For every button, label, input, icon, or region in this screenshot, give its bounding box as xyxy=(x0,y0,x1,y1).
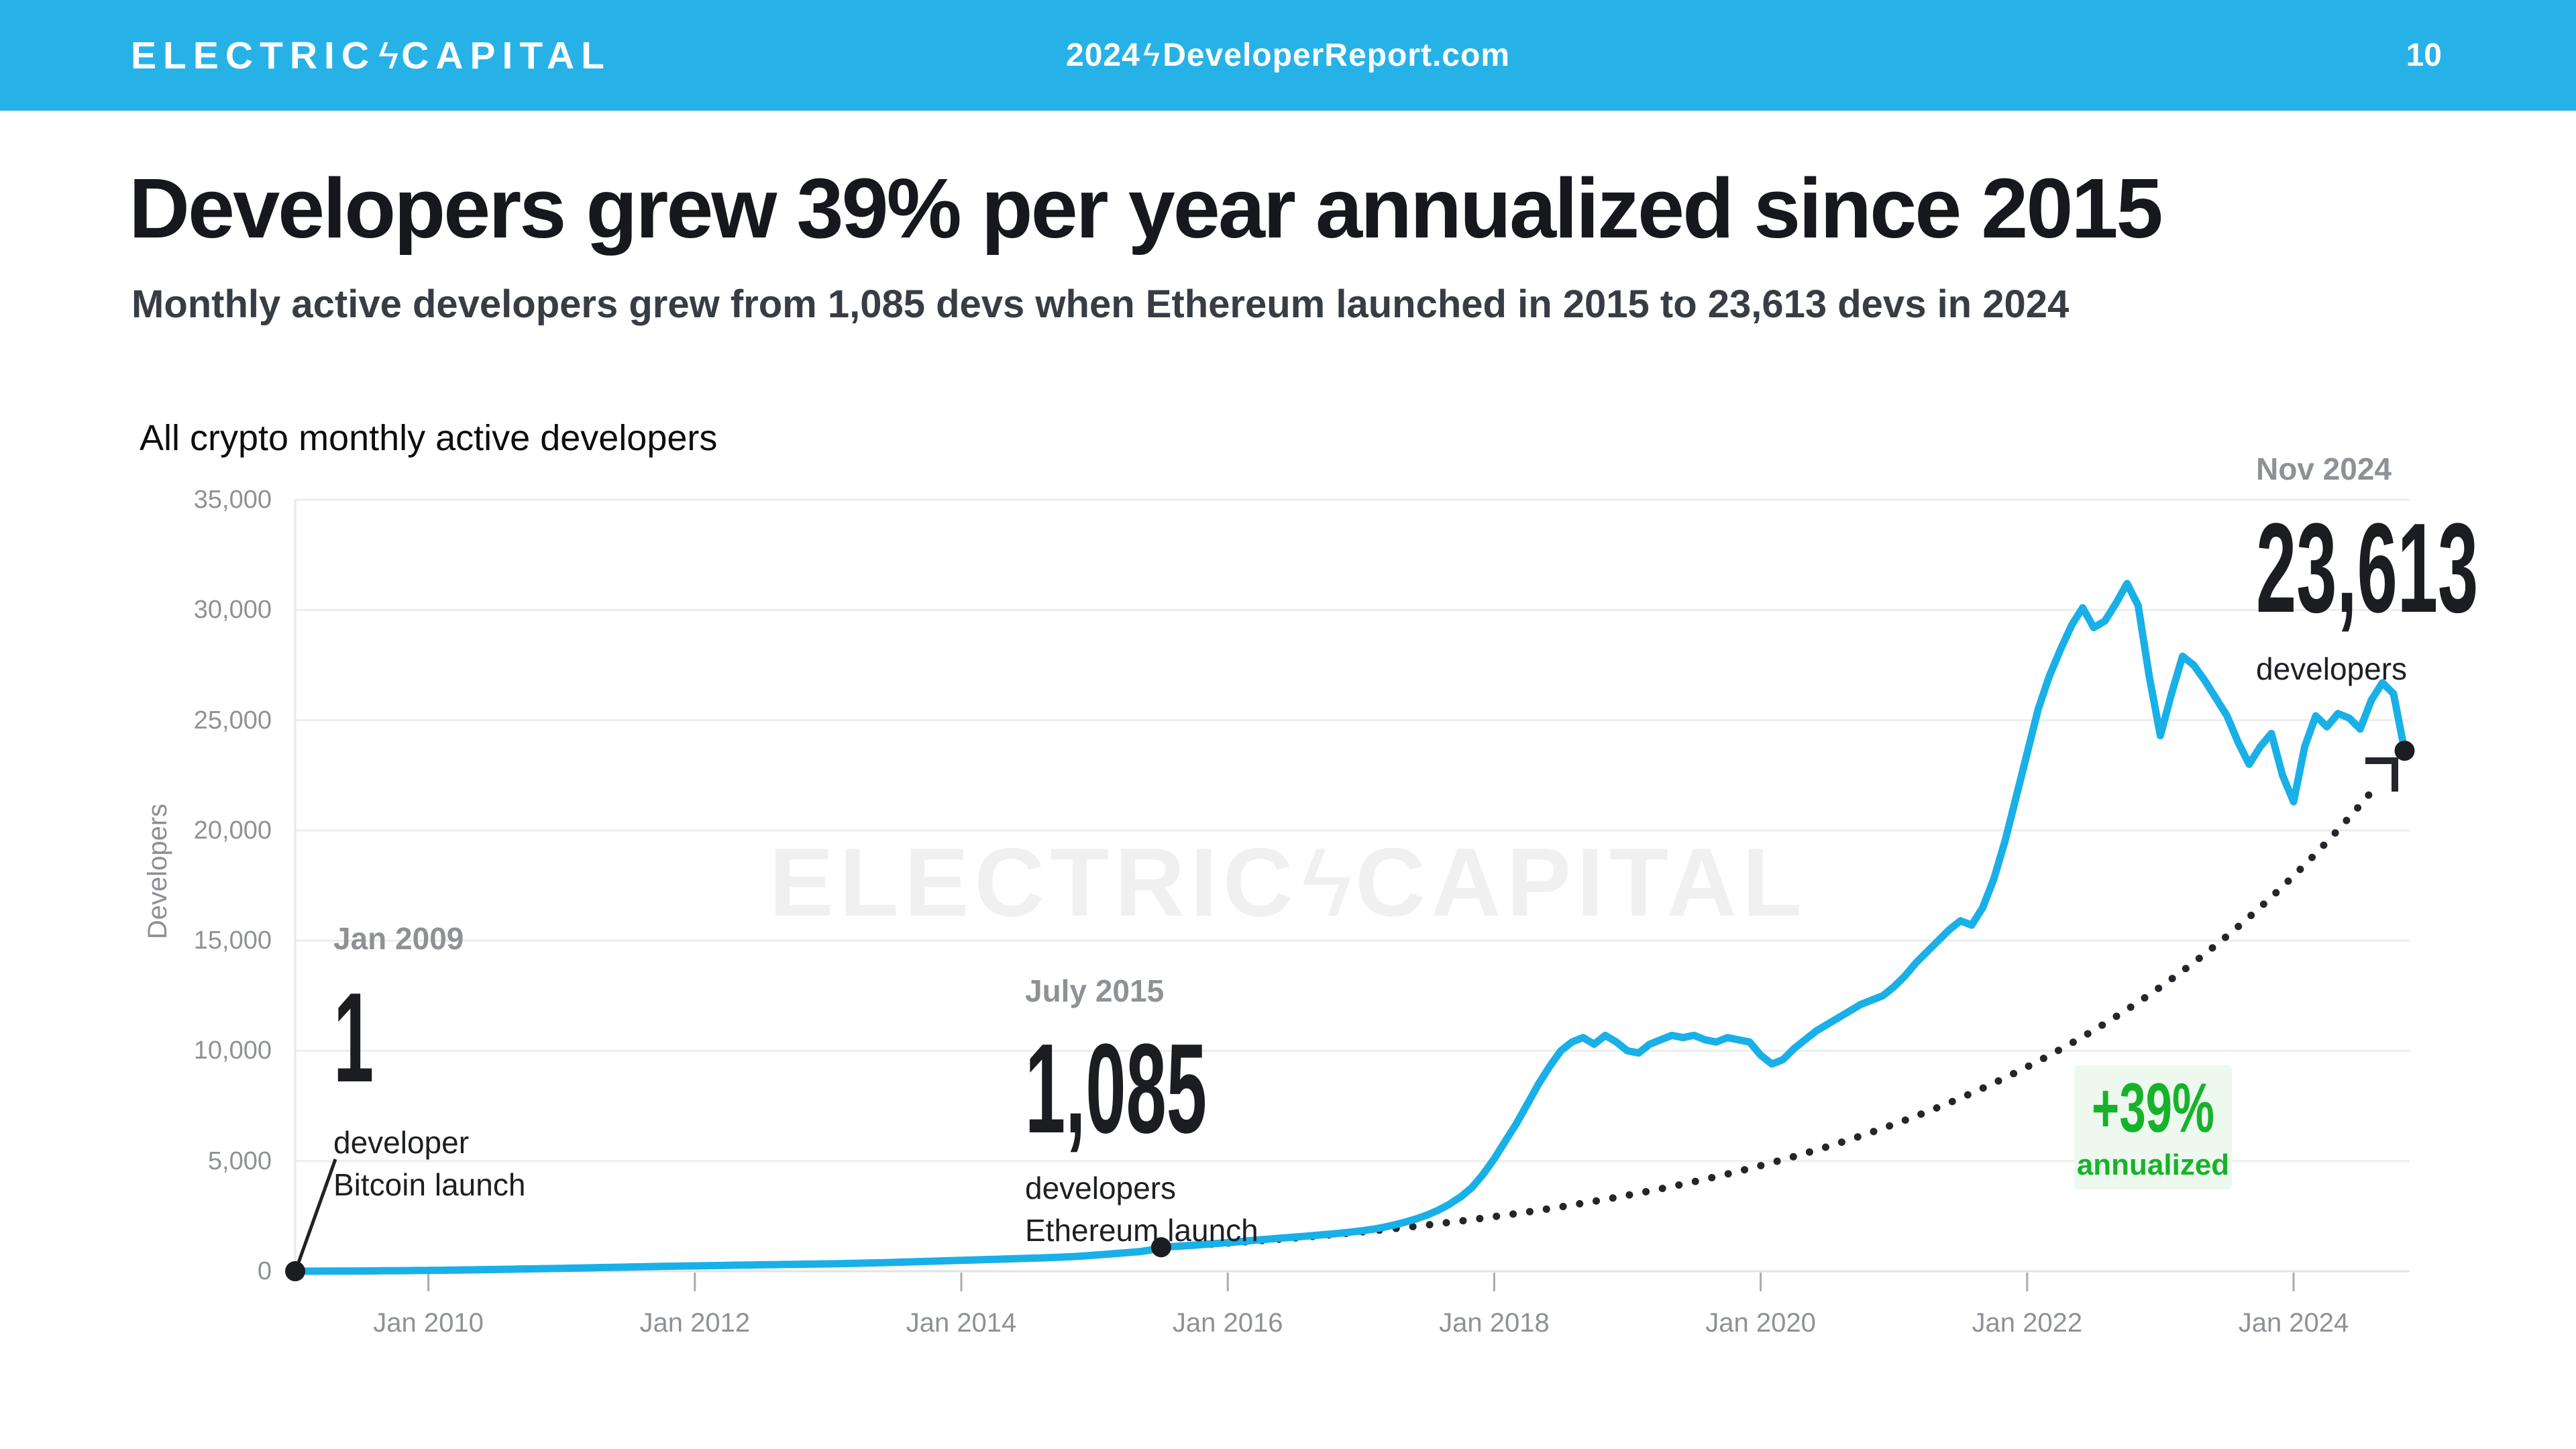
x-tick-label: Jan 2010 xyxy=(373,1308,484,1338)
y-tick-label: 5,000 xyxy=(207,1146,272,1175)
y-tick-label: 20,000 xyxy=(193,816,272,845)
marker-dot xyxy=(285,1261,305,1281)
y-tick-label: 35,000 xyxy=(193,486,272,514)
growth-badge: +39% annualized xyxy=(2074,1065,2232,1189)
lightning-bolt-icon: ϟ xyxy=(1301,828,1353,936)
marker-dot xyxy=(2394,741,2415,761)
y-tick-label: 25,000 xyxy=(193,706,272,735)
annotation-caption-line: developer xyxy=(333,1125,470,1160)
y-tick-label: 10,000 xyxy=(193,1036,272,1065)
page-title: Developers grew 39% per year annualized … xyxy=(129,161,2163,256)
trend-arrowhead xyxy=(2365,757,2398,792)
chart-title: All crypto monthly active developers xyxy=(140,418,718,458)
annotation-value: 23,613 xyxy=(2256,497,2479,639)
x-tick-label: Jan 2022 xyxy=(1972,1308,2083,1338)
lightning-bolt-icon: ϟ xyxy=(378,34,399,77)
logo-text-left: ELECTRIC xyxy=(131,34,376,77)
annotation-bitcoin-launch: Jan 2009 1 developer Bitcoin launch xyxy=(333,920,525,1207)
annotation-caption-line: developers xyxy=(1025,1171,1177,1205)
annotation-value: 1,085 xyxy=(1025,1018,1208,1160)
annotation-value: 1 xyxy=(333,967,374,1109)
watermark-text-left: ELECTRIC xyxy=(769,828,1299,936)
report-year: 2024 xyxy=(1066,38,1140,73)
annotation-caption-line: developers xyxy=(2256,651,2408,686)
page-subtitle: Monthly active developers grew from 1,08… xyxy=(131,282,2070,326)
annotation-date: Jan 2009 xyxy=(333,921,464,956)
x-tick-label: Jan 2024 xyxy=(2238,1308,2349,1338)
annotation-pointer-line xyxy=(297,1159,337,1263)
logo-text-right: CAPITAL xyxy=(401,34,611,77)
x-tick-label: Jan 2018 xyxy=(1439,1308,1550,1338)
annotation-date: July 2015 xyxy=(1025,973,1165,1008)
annotation-date: Nov 2024 xyxy=(2256,451,2392,486)
annotation-caption-line: Ethereum launch xyxy=(1025,1213,1258,1248)
header-bar: ELECTRICϟCAPITAL 2024ϟDeveloperReport.co… xyxy=(0,0,2576,111)
watermark-logo: ELECTRICϟCAPITAL xyxy=(769,826,1807,938)
annotation-caption: developer Bitcoin launch xyxy=(333,1122,525,1207)
x-tick-label: Jan 2020 xyxy=(1705,1308,1816,1338)
growth-badge-value: +39% xyxy=(2092,1069,2214,1147)
x-tick-label: Jan 2014 xyxy=(906,1308,1017,1338)
watermark-text-right: CAPITAL xyxy=(1355,828,1807,936)
electric-capital-logo: ELECTRICϟCAPITAL xyxy=(131,34,611,78)
lightning-bolt-icon: ϟ xyxy=(1142,38,1161,73)
report-domain: DeveloperReport.com xyxy=(1163,38,1510,73)
annotation-ethereum-launch: July 2015 1,085 developers Ethereum laun… xyxy=(1025,973,1344,1252)
annotation-caption: developers Ethereum launch xyxy=(1025,1167,1344,1252)
x-tick-label: Jan 2012 xyxy=(639,1308,751,1338)
developers-line xyxy=(291,580,2408,1275)
annotation-nov-2024: Nov 2024 23,613 developers xyxy=(2256,451,2576,690)
marker-dot xyxy=(1150,1237,1171,1258)
growth-badge-label: annualized xyxy=(2076,1148,2230,1181)
y-tick-label: 15,000 xyxy=(193,926,272,955)
report-url: 2024ϟDeveloperReport.com xyxy=(1066,37,1510,74)
page-number: 10 xyxy=(2406,38,2442,73)
annotation-caption-line: Bitcoin launch xyxy=(333,1167,526,1203)
annotation-caption: developers xyxy=(2256,648,2576,690)
x-tick-label: Jan 2016 xyxy=(1172,1308,1283,1338)
y-tick-label: 0 xyxy=(257,1257,272,1285)
y-tick-label: 30,000 xyxy=(193,596,272,625)
